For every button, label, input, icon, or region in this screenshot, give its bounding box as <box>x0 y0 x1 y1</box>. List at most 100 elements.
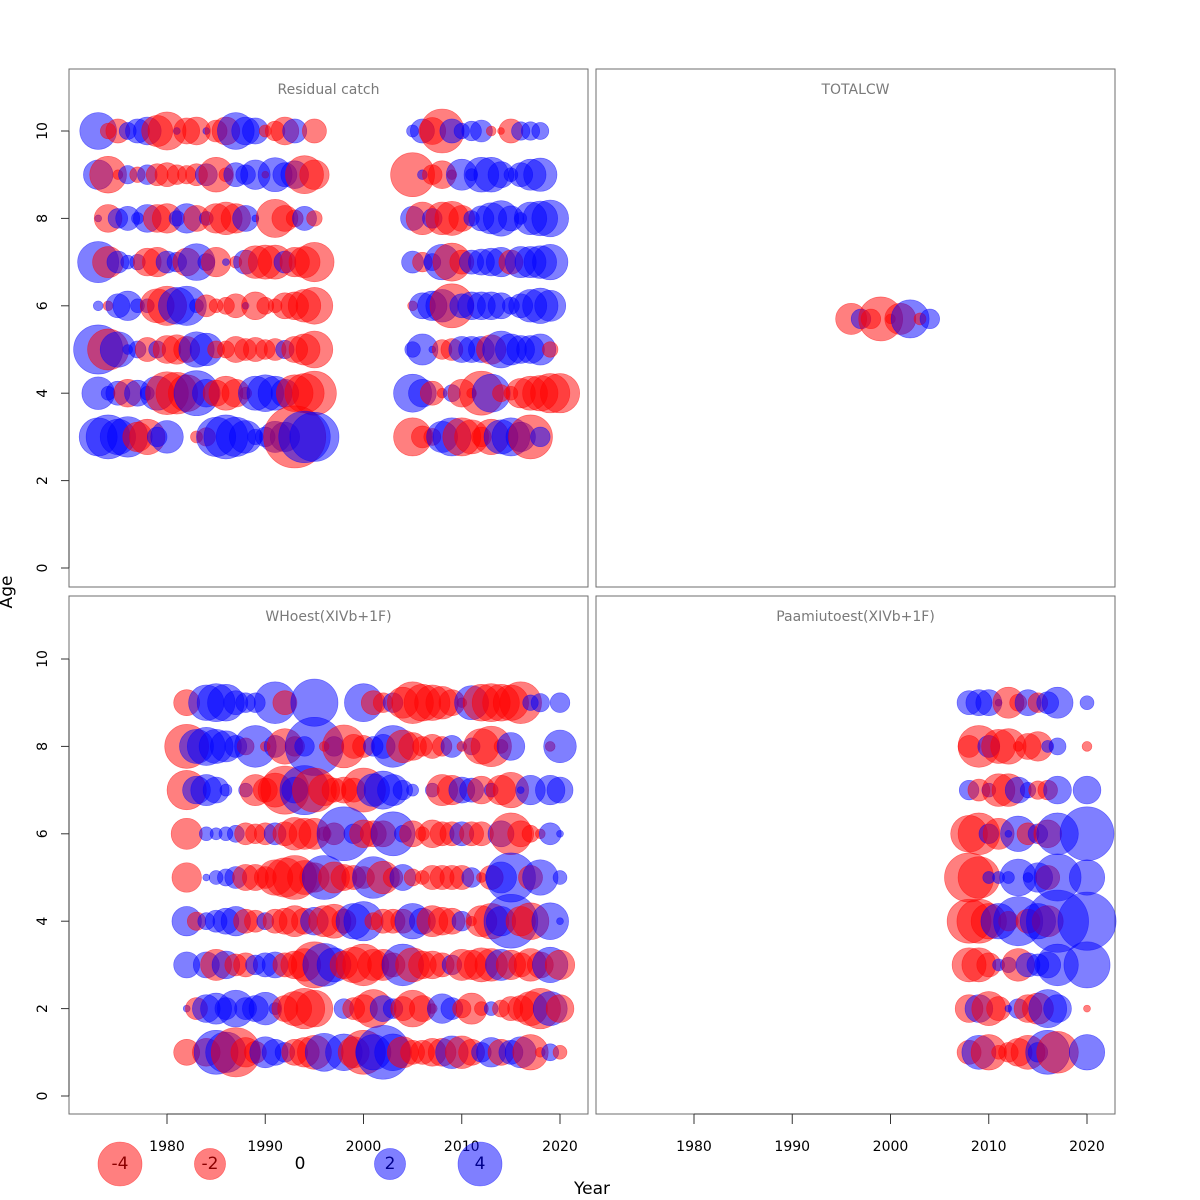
bubble <box>919 308 940 330</box>
y-tick-label: 4 <box>35 389 51 398</box>
bubble <box>289 411 340 462</box>
legend-entry: 2 <box>374 1148 406 1180</box>
panel-frame <box>68 68 589 588</box>
bubbles <box>164 678 577 1080</box>
bubble <box>295 287 334 325</box>
x-tick-label: 2020 <box>542 1139 578 1155</box>
bubble <box>523 157 558 192</box>
x-tick-label: 2000 <box>873 1139 909 1155</box>
legend-entry: -2 <box>194 1148 226 1180</box>
bubble <box>1072 775 1102 805</box>
x-tick-label: 1990 <box>774 1139 810 1155</box>
bubble <box>294 242 335 283</box>
bubble <box>306 210 323 227</box>
bubble <box>522 859 559 896</box>
x-tick-label: 1990 <box>247 1139 283 1155</box>
legend-label: 4 <box>475 1154 486 1174</box>
bubble <box>1043 994 1072 1023</box>
bubble <box>406 783 419 797</box>
legend-bubble <box>97 1141 143 1187</box>
x-tick-label: 1980 <box>149 1139 185 1155</box>
bubble <box>531 199 569 238</box>
legend-entry: 0 <box>295 1154 306 1174</box>
x-tick-label: 2020 <box>1069 1139 1105 1155</box>
legend-label: 2 <box>385 1154 396 1174</box>
panel-title: WHoest(XIVb+1F) <box>265 609 391 625</box>
bubble <box>544 949 576 980</box>
y-tick-label: 6 <box>35 829 51 838</box>
bubble <box>556 830 564 838</box>
bubble <box>295 330 334 369</box>
bubble <box>302 118 327 144</box>
y-axis-bottom: 0 2 4 6 8 10 <box>35 650 70 1101</box>
bubbles <box>944 686 1117 1075</box>
legend-bubble <box>194 1148 226 1180</box>
bubble <box>222 258 230 266</box>
panel-paamiutoest-xivb-1f: Paamiutoest(XIVb+1F) <box>595 595 1117 1115</box>
bubble <box>202 873 211 882</box>
y-tick-label: 6 <box>35 301 51 310</box>
bubble <box>219 783 233 797</box>
y-axis-title: Age <box>0 576 17 609</box>
bubble <box>556 917 564 925</box>
legend: -4 -2 0 2 4 <box>97 1141 503 1187</box>
panel-title: TOTALCW <box>820 82 889 98</box>
bubble <box>170 817 203 850</box>
y-tick-label: 2 <box>35 1004 51 1013</box>
bubbles <box>73 108 580 469</box>
bubble <box>1048 737 1067 756</box>
y-tick-label: 0 <box>35 564 51 573</box>
bubble <box>150 420 184 454</box>
bubble <box>532 244 569 281</box>
panel-title: Residual catch <box>278 82 380 98</box>
bubble <box>299 159 330 190</box>
legend-entry: 4 <box>457 1141 503 1187</box>
legend-label: -4 <box>112 1154 129 1174</box>
bubble <box>1043 775 1072 805</box>
x-axis-left: 1980 1990 2000 2010 2020 <box>149 1113 578 1155</box>
x-tick-label: 2010 <box>971 1139 1007 1155</box>
bubble <box>1068 859 1106 896</box>
bubble <box>549 692 571 713</box>
bubble <box>530 693 550 713</box>
bubble <box>540 373 580 414</box>
bubble <box>485 125 497 137</box>
bubble <box>1041 686 1074 719</box>
bubble <box>552 1045 568 1060</box>
legend-label: 0 <box>295 1154 306 1174</box>
x-axis-title: Year <box>573 1179 610 1199</box>
x-tick-label: 1980 <box>676 1139 712 1155</box>
y-axis-top: 0 2 4 6 8 10 <box>35 122 70 573</box>
bubble <box>1081 741 1093 752</box>
bubbles <box>835 296 940 342</box>
y-tick-label: 4 <box>35 917 51 926</box>
panel-residual-catch: Residual catch <box>68 68 589 588</box>
legend-bubble <box>457 1141 503 1187</box>
bubble <box>1059 806 1115 862</box>
panels: Residual catch TOTALCW WHoest(XIVb+1F) Paam… <box>68 68 1117 1115</box>
panel-totalcw: TOTALCW <box>595 68 1116 588</box>
bubble <box>530 426 551 448</box>
legend-bubble <box>374 1148 406 1180</box>
bubble <box>92 300 104 312</box>
legend-entry: -4 <box>97 1141 143 1187</box>
x-axis-right: 1980 1990 2000 2010 2020 <box>676 1113 1105 1155</box>
bubble <box>543 729 577 764</box>
bubble <box>534 289 567 322</box>
y-tick-label: 0 <box>35 1092 51 1101</box>
axes: Year Age 0 2 4 6 8 10 0 2 4 6 8 10 1980 1990 2000 2010 2… <box>0 122 1105 1199</box>
bubble <box>295 989 334 1028</box>
y-tick-label: 8 <box>35 214 51 223</box>
panel-whoest-xivb-1f: WHoest(XIVb+1F) <box>68 595 589 1115</box>
bubble <box>545 994 575 1023</box>
y-tick-label: 10 <box>35 650 51 668</box>
bubble <box>542 341 559 358</box>
bubble <box>531 902 569 940</box>
bubble <box>531 122 550 140</box>
bubble <box>1068 1034 1106 1071</box>
y-tick-label: 2 <box>35 476 51 485</box>
bubble <box>552 870 568 885</box>
bubble <box>496 732 526 761</box>
bubble <box>546 776 574 804</box>
